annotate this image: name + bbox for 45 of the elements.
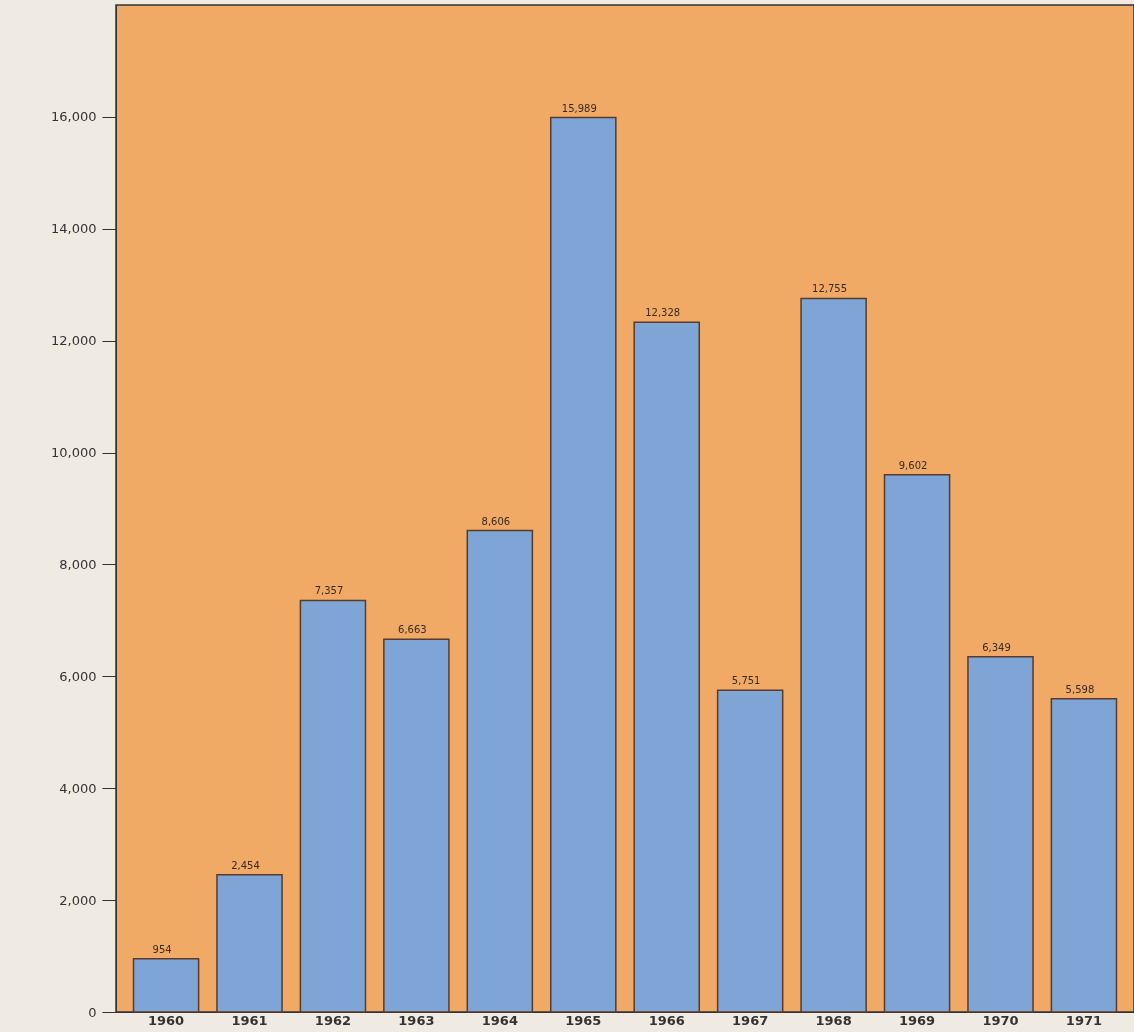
x-tick-label: 1970 xyxy=(982,1012,1019,1028)
bar xyxy=(549,116,617,1013)
data-label: 12,755 xyxy=(812,283,848,295)
x-tick-label: 1967 xyxy=(732,1012,769,1028)
y-tick-label: 4,000 xyxy=(59,780,97,796)
y-tick-label: 2,000 xyxy=(59,892,97,908)
y-tick-label: 0 xyxy=(88,1004,97,1020)
bar xyxy=(383,638,450,1013)
data-label: 7,357 xyxy=(314,585,344,597)
x-tick-label: 1963 xyxy=(398,1012,435,1028)
bar xyxy=(716,689,784,1013)
x-tick-label: 1968 xyxy=(815,1012,852,1028)
data-label: 6,349 xyxy=(982,641,1011,653)
bar xyxy=(466,529,534,1013)
bar xyxy=(883,474,951,1013)
data-label: 5,598 xyxy=(1065,683,1095,695)
y-tick-label: 12,000 xyxy=(51,333,97,349)
data-label: 5,751 xyxy=(731,675,761,687)
y-tick-label: 8,000 xyxy=(59,556,97,572)
data-label: 954 xyxy=(152,943,172,955)
x-tick-label: 1964 xyxy=(481,1012,518,1028)
bar xyxy=(633,321,701,1013)
data-label: 2,454 xyxy=(231,859,260,871)
data-label: 6,663 xyxy=(398,624,427,636)
x-tick-label: 1965 xyxy=(565,1012,602,1028)
data-label: 12,328 xyxy=(645,307,681,319)
data-label: 15,989 xyxy=(561,102,597,114)
bar xyxy=(299,599,367,1013)
x-tick-label: 1962 xyxy=(314,1012,352,1028)
bar xyxy=(967,656,1034,1013)
x-tick-label: 1960 xyxy=(147,1012,185,1028)
bar xyxy=(1050,698,1118,1013)
y-tick-label: 6,000 xyxy=(59,668,97,684)
y-tick-label: 10,000 xyxy=(51,445,97,461)
bar xyxy=(216,873,283,1013)
y-tick-label: 14,000 xyxy=(51,221,97,237)
x-tick-label: 1966 xyxy=(648,1012,685,1028)
y-tick-label: 16,000 xyxy=(51,109,97,125)
data-label: 9,602 xyxy=(898,459,928,471)
bar xyxy=(800,297,867,1013)
bar xyxy=(132,957,200,1013)
x-tick-label: 1961 xyxy=(231,1012,268,1028)
x-tick-label: 1971 xyxy=(1065,1012,1103,1028)
data-label: 8,606 xyxy=(481,515,511,527)
x-tick-label: 1969 xyxy=(898,1012,936,1028)
